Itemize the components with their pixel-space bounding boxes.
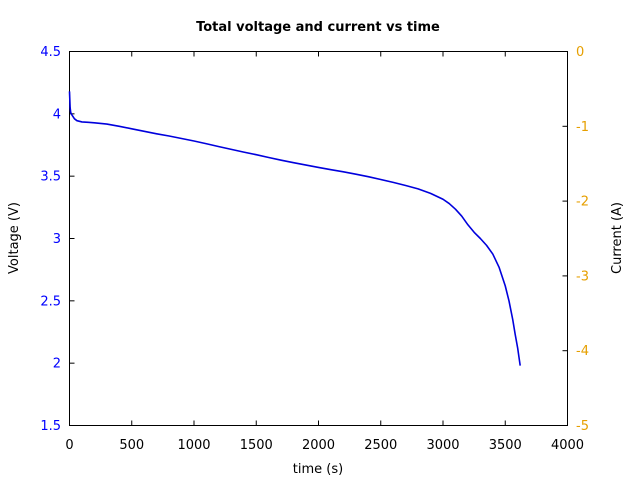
x-tick-label: 2000 (302, 438, 335, 453)
x-tick-label: 2500 (364, 438, 397, 453)
y2-tick-label: 0 (576, 45, 584, 60)
y2-tick-label: -5 (576, 419, 589, 434)
x-tick-label: 3500 (489, 438, 522, 453)
x-tick-label: 500 (119, 438, 144, 453)
x-axis-label: time (s) (293, 462, 343, 477)
tick-marks (69, 51, 568, 426)
y-tick-label: 2.5 (40, 294, 61, 309)
chart-title: Total voltage and current vs time (196, 20, 440, 35)
voltage-series-line (68, 91, 521, 366)
x-tick-label: 4000 (551, 438, 584, 453)
x-tick-label: 1500 (240, 438, 273, 453)
y-axis-label: Voltage (V) (7, 202, 22, 274)
x-tick-label: 0 (65, 438, 73, 453)
y2-tick-label: -3 (576, 269, 589, 284)
x-tick-label: 3000 (426, 438, 459, 453)
y-tick-label: 3 (53, 232, 61, 247)
y2-tick-labels: -5 -4 -3 -2 -1 0 (576, 45, 589, 434)
y2-tick-label: -1 (576, 120, 589, 135)
y-tick-label: 3.5 (40, 170, 61, 185)
x-tick-labels: 0 500 1000 1500 2000 2500 3000 3500 4000 (65, 438, 584, 453)
x-tick-label: 1000 (177, 438, 210, 453)
y-tick-labels: 1.5 2 2.5 3 3.5 4 4.5 (40, 45, 61, 434)
series-group (68, 91, 521, 366)
y-tick-label: 1.5 (40, 419, 61, 434)
y2-tick-label: -4 (576, 344, 589, 359)
y-tick-label: 4.5 (40, 45, 61, 60)
y2-tick-label: -2 (576, 195, 589, 210)
plot-area (69, 51, 568, 426)
y-tick-label: 2 (53, 357, 61, 372)
y2-axis-label: Current (A) (610, 202, 625, 274)
y-tick-label: 4 (53, 107, 61, 122)
